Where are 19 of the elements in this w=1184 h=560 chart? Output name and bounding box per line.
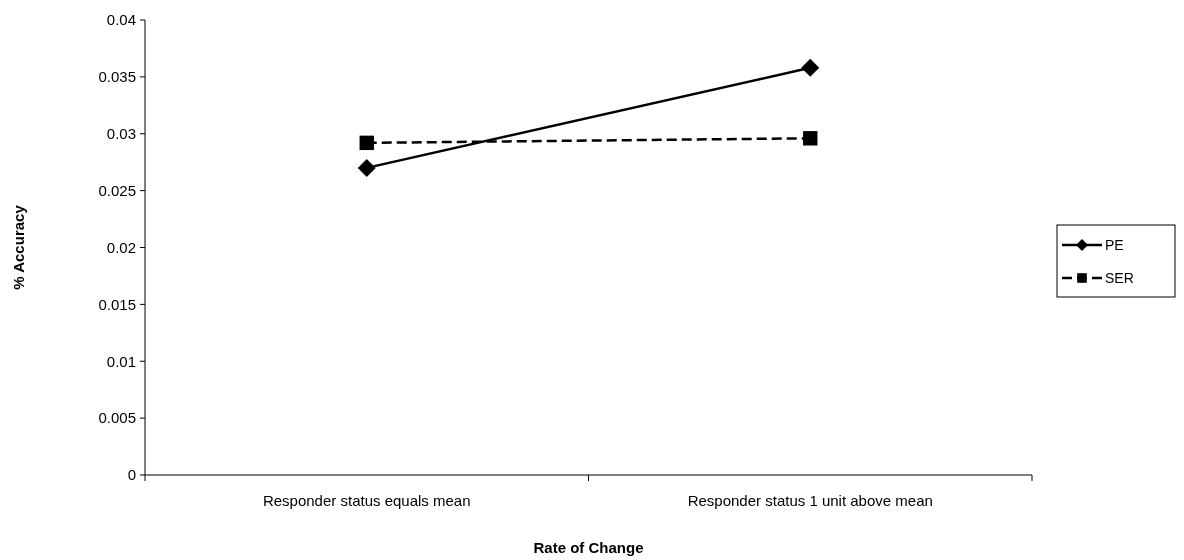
x-axis-title: Rate of Change xyxy=(533,539,644,556)
x-tick-label: Responder status 1 unit above mean xyxy=(687,492,933,509)
point xyxy=(803,131,818,146)
point xyxy=(801,58,820,77)
legend-label: SER xyxy=(1105,269,1134,286)
legend-label: PE xyxy=(1105,236,1124,253)
x-tick-label: Responder status equals mean xyxy=(262,492,471,509)
y-tick-label: 0.035 xyxy=(98,68,136,86)
y-tick-label: 0.005 xyxy=(98,409,136,427)
y-axis-title: % Accuracy xyxy=(10,204,27,290)
point xyxy=(359,135,374,151)
y-tick-label: 0.03 xyxy=(106,125,136,142)
y-tick-label: 0 xyxy=(127,466,136,484)
point xyxy=(357,158,376,177)
y-tick-label: 0.01 xyxy=(106,352,136,370)
y-tick-label: 0.015 xyxy=(98,295,136,313)
y-tick-label: 0.04 xyxy=(106,11,136,29)
y-tick-label: 0.025 xyxy=(98,181,136,199)
y-tick-label: 0.02 xyxy=(106,238,136,256)
